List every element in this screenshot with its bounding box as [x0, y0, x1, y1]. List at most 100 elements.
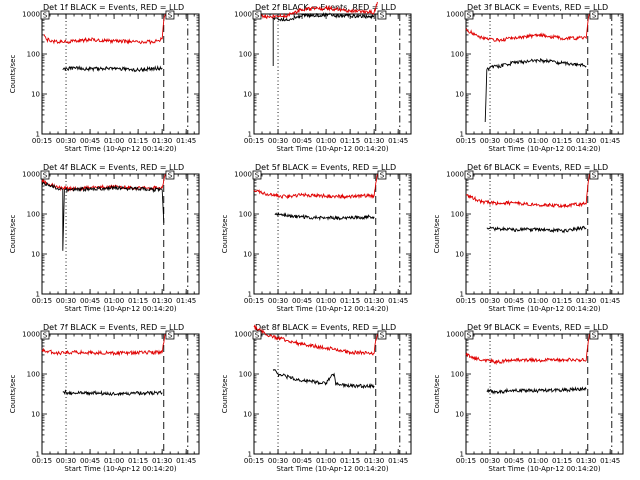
x-tick-label: 00:45 [504, 137, 524, 145]
flag-label: S [592, 12, 597, 20]
x-axis-title: Start Time (10-Apr-12 00:14:20) [488, 305, 600, 313]
x-tick-label: 01:45 [176, 137, 196, 145]
plot-frame [41, 13, 200, 135]
y-tick-label: 1000 [22, 11, 40, 19]
plot-frame [465, 333, 624, 455]
x-tick-label: 00:45 [80, 297, 100, 305]
y-axis-title: Counts/sec [9, 375, 17, 414]
flag-box [40, 170, 50, 180]
y-tick-label: 1 [36, 291, 40, 299]
flag-box [377, 10, 387, 20]
x-tick-label: 01:45 [176, 297, 196, 305]
x-tick-label: 00:15 [456, 137, 476, 145]
y-tick-label: 1 [460, 291, 464, 299]
panel-title: Det 9f BLACK = Events, RED = LLD [467, 323, 608, 332]
x-tick-label: 00:30 [268, 297, 288, 305]
flag-box [165, 10, 175, 20]
flag-label: S [168, 332, 173, 340]
y-tick-label: 100 [451, 51, 464, 59]
x-tick-label: 00:30 [56, 137, 76, 145]
flag-box [165, 330, 175, 340]
x-tick-label: 01:00 [316, 137, 336, 145]
y-tick-label: 100 [27, 51, 40, 59]
x-tick-label: 01:00 [528, 137, 548, 145]
x-tick-label: 01:30 [576, 137, 596, 145]
events-series-line [41, 181, 165, 251]
x-tick-label: 00:45 [292, 137, 312, 145]
flag-label: S [168, 12, 173, 20]
flag-label: S [43, 332, 48, 340]
x-tick-label: 00:30 [268, 137, 288, 145]
x-axis-title: Start Time (10-Apr-12 00:14:20) [64, 305, 176, 313]
lld-series-line [253, 1, 378, 20]
detector-panel: Det 8f BLACK = Events, RED = LLD 1 10 100 10… [221, 323, 412, 473]
plot-frame [465, 13, 624, 135]
events-series-line [486, 386, 587, 395]
lld-series-line [43, 13, 166, 46]
flag-box [589, 10, 599, 20]
flag-box [377, 170, 387, 180]
y-tick-label: 100 [239, 371, 252, 379]
x-axis-title: Start Time (10-Apr-12 00:14:20) [488, 145, 600, 153]
y-tick-label: 1000 [22, 171, 40, 179]
x-tick-label: 01:00 [104, 297, 124, 305]
y-tick-label: 10 [455, 251, 464, 259]
lld-series-line [465, 333, 590, 366]
flag-box [377, 330, 387, 340]
lld-series-line [466, 173, 590, 209]
flag-label: S [168, 172, 173, 180]
events-series-line [272, 11, 375, 66]
panel-title: Det 5f BLACK = Events, RED = LLD [255, 163, 396, 172]
plot-frame [465, 173, 624, 295]
x-tick-label: 01:00 [316, 457, 336, 465]
x-tick-label: 01:45 [176, 457, 196, 465]
x-axis-title: Start Time (10-Apr-12 00:14:20) [276, 465, 388, 473]
y-axis-title: Counts/sec [9, 215, 17, 254]
y-tick-label: 10 [455, 411, 464, 419]
x-tick-label: 00:45 [80, 137, 100, 145]
x-tick-label: 00:15 [32, 137, 52, 145]
flag-label: S [380, 172, 385, 180]
x-tick-label: 00:30 [480, 137, 500, 145]
x-tick-label: 00:15 [456, 297, 476, 305]
y-tick-label: 10 [455, 91, 464, 99]
x-tick-label: 01:45 [388, 297, 408, 305]
y-tick-label: 1000 [446, 331, 464, 339]
x-tick-label: 01:15 [340, 457, 360, 465]
x-tick-label: 01:00 [316, 297, 336, 305]
detector-panel: Det 5f BLACK = Events, RED = LLD 1 10 100 10… [221, 163, 412, 313]
plot-frame [253, 333, 412, 455]
y-tick-label: 1000 [234, 11, 252, 19]
flag-box [252, 170, 262, 180]
x-tick-label: 00:30 [480, 297, 500, 305]
x-tick-label: 01:15 [552, 297, 572, 305]
events-series-line [272, 369, 375, 390]
x-tick-label: 00:30 [480, 457, 500, 465]
x-tick-label: 01:30 [152, 297, 172, 305]
y-tick-label: 10 [243, 411, 252, 419]
events-series-line [62, 389, 163, 397]
y-tick-label: 100 [239, 51, 252, 59]
y-axis-title: Counts/sec [433, 215, 441, 254]
flag-label: S [255, 332, 260, 340]
panel-title: Det 1f BLACK = Events, RED = LLD [43, 3, 184, 12]
events-series-line [484, 57, 587, 123]
flag-label: S [592, 172, 597, 180]
x-tick-label: 00:45 [80, 457, 100, 465]
detector-panel: Det 2f BLACK = Events, RED = LLD11010010… [234, 1, 412, 153]
panel-title: Det 3f BLACK = Events, RED = LLD [467, 3, 608, 12]
lld-series-line [253, 173, 378, 200]
y-tick-label: 1 [460, 131, 464, 139]
flag-box [252, 10, 262, 20]
y-tick-label: 10 [31, 91, 40, 99]
x-tick-label: 01:30 [152, 137, 172, 145]
x-tick-label: 01:30 [364, 297, 384, 305]
flag-label: S [380, 12, 385, 20]
x-tick-label: 01:15 [128, 297, 148, 305]
plot-frame [41, 173, 200, 295]
x-tick-label: 01:30 [364, 457, 384, 465]
panel-title: Det 6f BLACK = Events, RED = LLD [467, 163, 608, 172]
x-tick-label: 01:15 [552, 137, 572, 145]
flag-label: S [255, 172, 260, 180]
